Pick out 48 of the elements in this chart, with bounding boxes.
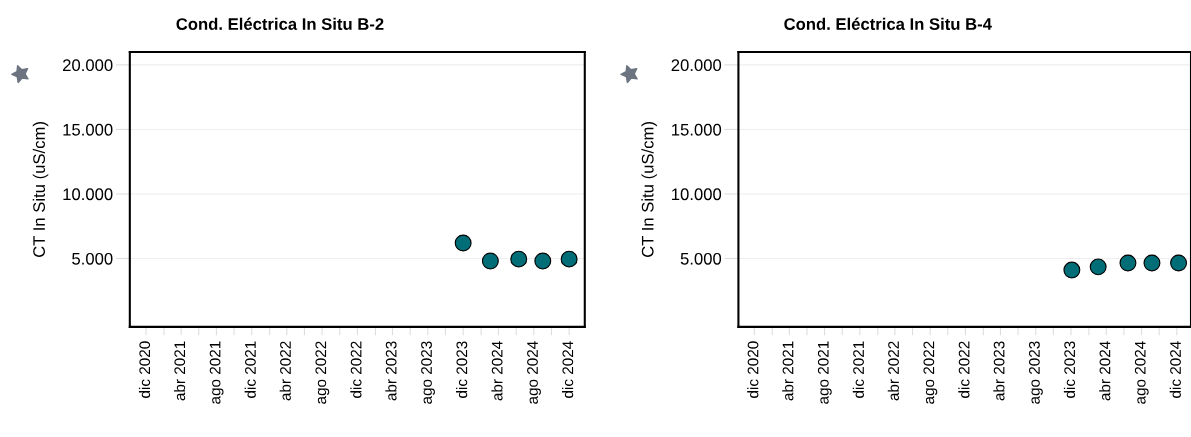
chart-title: Cond. Eléctrica In Situ B-4 — [784, 17, 992, 30]
y-tick-label: 10.000 — [672, 188, 722, 201]
x-tick-label: abr 2022 — [887, 341, 899, 401]
x-tick-label: dic 2024 — [1169, 341, 1181, 398]
x-tick-label: abr 2021 — [173, 341, 186, 401]
y-axis-title: CT In Situ (uS/cm) — [32, 122, 49, 257]
y-tick-label: 15.000 — [63, 123, 113, 136]
x-tick-label: ago 2024 — [1134, 341, 1149, 404]
y-axis-title: CT In Situ (uS/cm) — [641, 122, 657, 257]
point — [1143, 254, 1161, 272]
point — [1063, 261, 1081, 279]
x-tick-label: dic 2020 — [138, 341, 151, 398]
x-tick-label: abr 2023 — [993, 341, 1005, 401]
y-tick-label: 5.000 — [680, 252, 722, 265]
point — [1089, 258, 1107, 276]
y-tick-label: 20.000 — [671, 59, 722, 72]
y-tick-label: 10.000 — [63, 188, 113, 201]
x-tick-label: dic 2023 — [456, 341, 468, 398]
chart-title: Cond. Eléctrica In Situ B-2 — [176, 17, 384, 30]
x-tick-label: ago 2023 — [1028, 341, 1043, 404]
x-tick-label: abr 2024 — [1099, 341, 1111, 401]
x-tick-label: dic 2024 — [562, 341, 574, 398]
x-tick-label: dic 2023 — [1063, 341, 1076, 398]
x-tick-label: ago 2021 — [817, 341, 832, 404]
y-tick-label: 5.000 — [72, 252, 113, 265]
point — [454, 234, 472, 252]
x-tick-label: ago 2021 — [209, 341, 224, 404]
x-tick-label: abr 2021 — [782, 341, 794, 401]
x-tick-label: ago 2022 — [923, 341, 938, 404]
x-tick-label: dic 2022 — [958, 341, 970, 398]
point — [510, 250, 528, 268]
x-tick-label: dic 2021 — [852, 341, 864, 398]
x-tick-label: abr 2022 — [279, 341, 291, 401]
y-tick-label: 20.000 — [63, 59, 113, 72]
x-tick-label: ago 2024 — [527, 341, 541, 404]
point — [1170, 254, 1188, 272]
x-tick-label: ago 2023 — [421, 341, 435, 404]
y-tick-label: 15.000 — [672, 123, 722, 136]
point — [481, 252, 499, 270]
x-tick-label: abr 2024 — [491, 341, 503, 401]
x-tick-label: ago 2022 — [315, 341, 330, 404]
point — [1119, 254, 1137, 272]
x-tick-label: abr 2023 — [385, 341, 397, 401]
point — [560, 250, 578, 268]
x-tick-label: dic 2022 — [350, 341, 362, 398]
x-tick-label: dic 2020 — [747, 341, 759, 398]
point — [534, 252, 552, 270]
x-tick-label: dic 2021 — [244, 341, 256, 398]
